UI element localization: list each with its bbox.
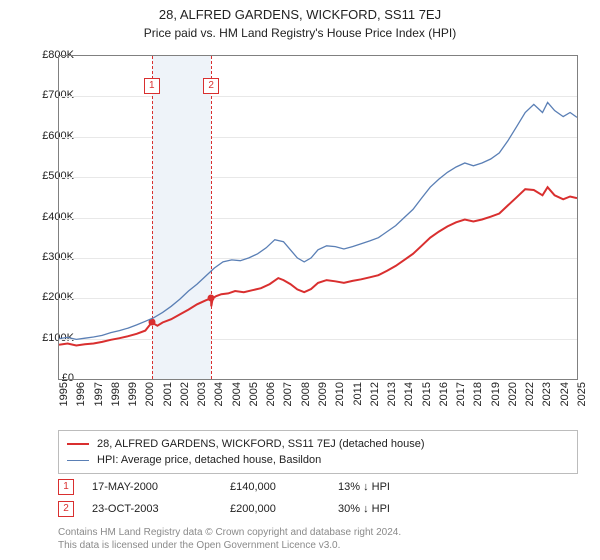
sales-row: 1 17-MAY-2000 £140,000 13% ↓ HPI — [58, 476, 578, 498]
sales-row: 2 23-OCT-2003 £200,000 30% ↓ HPI — [58, 498, 578, 520]
series-svg — [59, 56, 577, 379]
footer-line-2: This data is licensed under the Open Gov… — [58, 540, 340, 551]
legend-row-hpi: HPI: Average price, detached house, Basi… — [67, 452, 569, 468]
footer-attribution: Contains HM Land Registry data © Crown c… — [58, 526, 578, 552]
legend-swatch-hpi — [67, 460, 89, 461]
plot-area: 12 — [58, 55, 578, 380]
sale-index-box: 2 — [58, 501, 74, 517]
chart-container: 28, ALFRED GARDENS, WICKFORD, SS11 7EJ P… — [0, 0, 600, 560]
sale-price: £200,000 — [230, 503, 320, 515]
series-hpi — [59, 102, 577, 339]
sale-delta: 30% ↓ HPI — [338, 503, 428, 515]
sale-date: 17-MAY-2000 — [92, 481, 212, 493]
legend-row-property: 28, ALFRED GARDENS, WICKFORD, SS11 7EJ (… — [67, 436, 569, 452]
legend-swatch-property — [67, 443, 89, 445]
sale-date: 23-OCT-2003 — [92, 503, 212, 515]
sale-delta: 13% ↓ HPI — [338, 481, 428, 493]
chart-title: 28, ALFRED GARDENS, WICKFORD, SS11 7EJ — [0, 0, 600, 24]
sale-price: £140,000 — [230, 481, 320, 493]
sales-table: 1 17-MAY-2000 £140,000 13% ↓ HPI 2 23-OC… — [58, 476, 578, 520]
sale-index-box: 1 — [58, 479, 74, 495]
footer-line-1: Contains HM Land Registry data © Crown c… — [58, 527, 401, 538]
legend-box: 28, ALFRED GARDENS, WICKFORD, SS11 7EJ (… — [58, 430, 578, 474]
series-property — [59, 187, 577, 345]
legend-label-hpi: HPI: Average price, detached house, Basi… — [97, 452, 321, 468]
chart-subtitle: Price paid vs. HM Land Registry's House … — [0, 26, 600, 40]
legend-label-property: 28, ALFRED GARDENS, WICKFORD, SS11 7EJ (… — [97, 436, 424, 452]
